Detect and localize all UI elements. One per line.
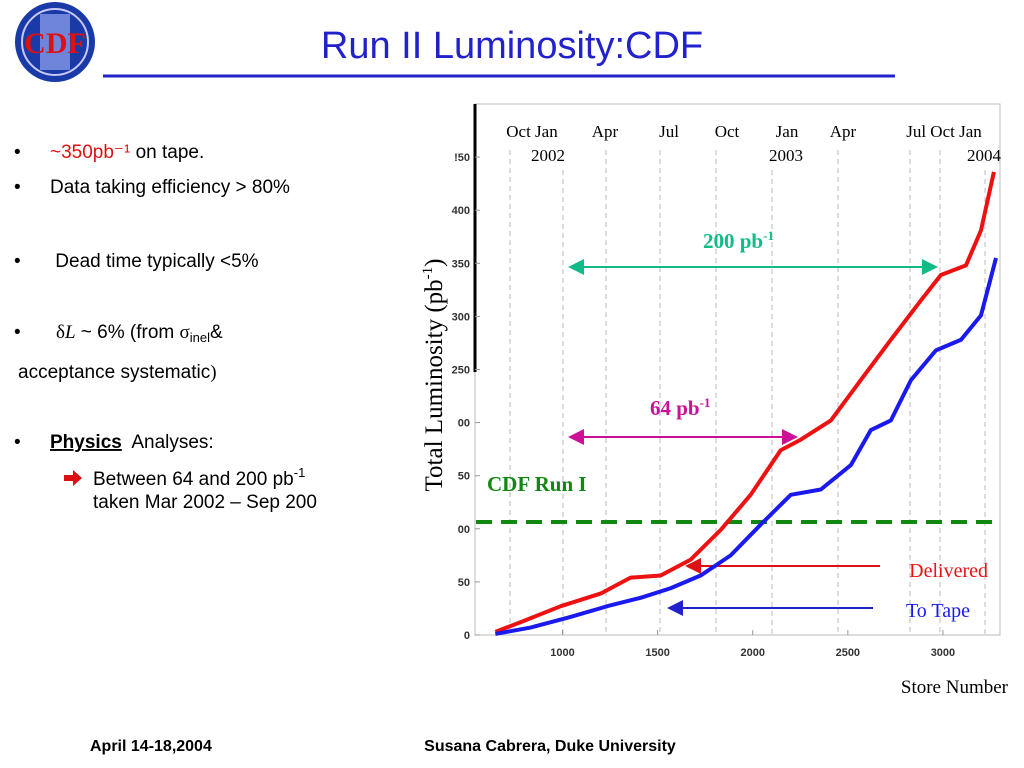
series-line bbox=[494, 171, 996, 634]
text: Analyses: bbox=[122, 432, 214, 453]
logo-text: CDF bbox=[24, 27, 86, 60]
lum: L bbox=[64, 322, 76, 343]
date-label: Oct Jan bbox=[506, 122, 558, 141]
y-tick-label: 00 bbox=[458, 418, 470, 430]
sup: -1 bbox=[420, 267, 436, 280]
date-label: 2004 bbox=[967, 146, 1002, 165]
y-tick-label: 350 bbox=[452, 258, 470, 270]
title: Run II Luminosity:CDF bbox=[321, 25, 703, 67]
sup: -1 bbox=[700, 395, 711, 410]
x-tick-label: 1000 bbox=[550, 647, 574, 659]
sup: -1 bbox=[294, 465, 306, 480]
sub: inel bbox=[190, 330, 210, 345]
sigma: σ bbox=[180, 322, 190, 343]
x-axis-label: Store Number bbox=[901, 677, 1009, 698]
y-axis-label: Total Luminosity (pb-1) bbox=[420, 259, 448, 492]
bullet: ~350pb⁻¹ on tape. bbox=[50, 142, 204, 163]
legend-label: To Tape bbox=[906, 600, 970, 622]
date-label: Jul bbox=[659, 122, 679, 141]
y-tick-label: 400 bbox=[452, 205, 470, 217]
date-label: 2003 bbox=[769, 146, 803, 165]
legend-label: Delivered bbox=[909, 560, 988, 582]
annotation: CDF Run I bbox=[487, 472, 587, 496]
text: on tape. bbox=[130, 142, 204, 163]
y-tick-label: 50 bbox=[458, 577, 470, 589]
link[interactable]: Physics bbox=[50, 432, 122, 453]
x-tick-label: 2000 bbox=[740, 647, 764, 659]
bullet: δL ~ 6% (from σinel& bbox=[56, 322, 223, 345]
footer-author: Susana Cabrera, Duke University bbox=[424, 738, 676, 755]
chart: Oct Jan 2002 Apr Jul Oct Jan 2003 Apr Ju… bbox=[420, 103, 1009, 698]
arrow-icon bbox=[64, 470, 82, 486]
annotation: 64 pb-1 bbox=[650, 395, 710, 420]
y-tick-label: !50 bbox=[454, 152, 470, 164]
text: ) bbox=[421, 259, 448, 267]
y-tick-label: 50 bbox=[458, 471, 470, 483]
sup: -1 bbox=[763, 228, 774, 243]
x-tick-label: 1500 bbox=[645, 647, 669, 659]
date-label: Apr bbox=[592, 122, 619, 141]
date-label: Oct bbox=[715, 122, 740, 141]
bullet: Between 64 and 200 pb-1 bbox=[93, 465, 305, 490]
y-tick-label: 0 bbox=[464, 630, 470, 642]
date-label: Apr bbox=[830, 122, 857, 141]
text: Total Luminosity (pb bbox=[421, 279, 448, 491]
text: ~ 6% (from bbox=[76, 322, 180, 343]
text: & bbox=[210, 322, 223, 343]
y-tick-label: 300 bbox=[452, 311, 470, 323]
bullet-dot: • bbox=[14, 432, 21, 453]
bullet: acceptance systematic) bbox=[18, 362, 217, 383]
y-tick-label: 00 bbox=[458, 524, 470, 536]
annotation: 200 pb-1 bbox=[703, 228, 774, 253]
bullets: • ~350pb⁻¹ on tape. • Data taking effici… bbox=[14, 142, 317, 513]
footer-date: April 14-18,2004 bbox=[90, 738, 212, 755]
bullet: taken Mar 2002 – Sep 200 bbox=[93, 492, 317, 513]
text: 200 pb bbox=[703, 229, 763, 253]
date-label: Jan bbox=[776, 122, 799, 141]
series-line bbox=[494, 257, 998, 636]
bullet-dot: • bbox=[14, 177, 21, 198]
y-tick-label: 250 bbox=[452, 365, 470, 377]
date-grid bbox=[509, 150, 986, 635]
text: 64 pb bbox=[650, 396, 700, 420]
bullet-dot: • bbox=[14, 322, 21, 343]
x-tick-label: 3000 bbox=[931, 647, 955, 659]
delta: δ bbox=[56, 322, 65, 343]
logo: CDF bbox=[15, 2, 95, 82]
date-label: Jul Oct Jan bbox=[906, 122, 982, 141]
bullet-dot: • bbox=[14, 142, 21, 163]
bullet: Dead time typically <5% bbox=[50, 251, 259, 272]
bullet: Data taking efficiency > 80% bbox=[50, 177, 290, 198]
text: ) bbox=[210, 362, 216, 383]
highlight: ~350pb⁻¹ bbox=[50, 142, 130, 163]
bullet-dot: • bbox=[14, 251, 21, 272]
text: acceptance systematic bbox=[18, 362, 210, 383]
bullet: Physics Analyses: bbox=[50, 432, 214, 453]
text: Between 64 and 200 pb bbox=[93, 469, 294, 490]
date-label: 2002 bbox=[531, 146, 565, 165]
x-tick-label: 2500 bbox=[836, 647, 860, 659]
